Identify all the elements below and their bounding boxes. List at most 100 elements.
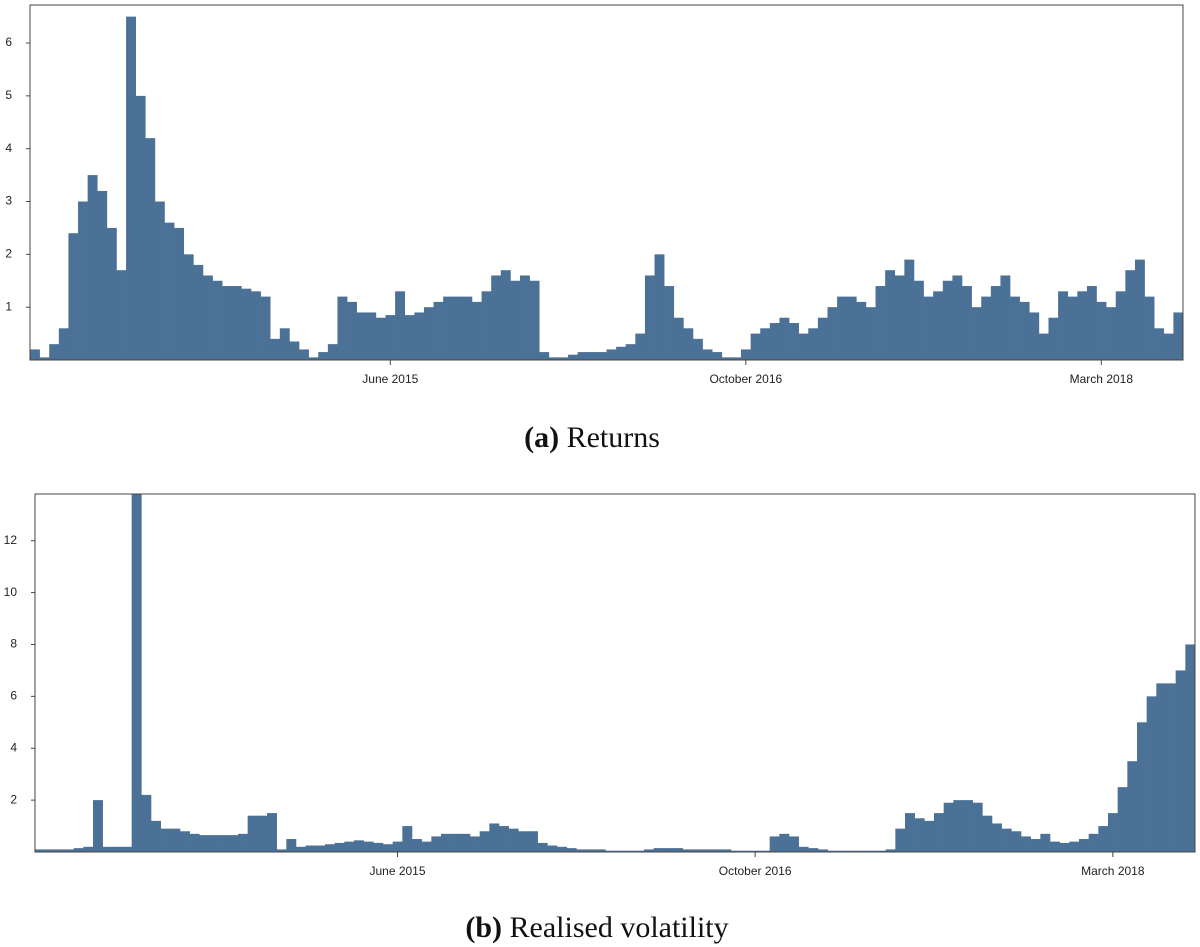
- bar: [963, 800, 973, 852]
- bar: [170, 828, 181, 852]
- bar: [808, 328, 819, 360]
- bar: [1117, 787, 1128, 852]
- bar: [798, 333, 809, 360]
- bar: [1166, 683, 1176, 852]
- bar: [116, 270, 127, 360]
- bar: [520, 275, 530, 360]
- bar: [760, 850, 770, 852]
- bar: [547, 845, 558, 852]
- bar: [238, 833, 248, 852]
- bar: [731, 357, 742, 360]
- bar: [1021, 836, 1031, 852]
- bar: [39, 357, 50, 360]
- bar: [702, 349, 713, 360]
- x-tick-label: June 2015: [362, 372, 418, 386]
- bar: [402, 826, 413, 852]
- bar: [499, 826, 509, 852]
- bar: [395, 291, 406, 360]
- bar: [837, 850, 848, 852]
- bar: [596, 352, 607, 360]
- bar: [750, 333, 761, 360]
- bar: [318, 352, 329, 360]
- panel-label: (a): [524, 421, 559, 454]
- bar: [267, 813, 277, 852]
- plot-frame: [34, 493, 1196, 853]
- bar: [750, 850, 761, 852]
- bar: [644, 849, 654, 852]
- bar: [375, 317, 386, 360]
- bar: [431, 836, 442, 852]
- bar: [885, 849, 896, 852]
- bar: [962, 286, 972, 360]
- bar: [885, 270, 896, 360]
- y-tick-label: 4: [5, 141, 12, 155]
- bar: [325, 844, 335, 852]
- bar: [404, 315, 415, 360]
- bar: [1038, 333, 1049, 360]
- plot-frame: [29, 4, 1184, 361]
- bar: [1067, 296, 1078, 360]
- bar: [141, 794, 152, 852]
- bar: [337, 296, 348, 360]
- bar: [721, 849, 732, 852]
- y-tick-label: 6: [5, 35, 12, 49]
- x-tick-label: October 2016: [719, 864, 792, 878]
- bar: [924, 820, 935, 852]
- bar: [73, 848, 84, 852]
- bar: [566, 848, 577, 852]
- y-tick-label: 8: [10, 637, 17, 651]
- bar: [837, 296, 848, 360]
- bar: [231, 286, 242, 360]
- bar: [615, 850, 625, 852]
- bar: [373, 842, 384, 852]
- bar: [866, 850, 877, 852]
- bar: [731, 850, 741, 852]
- bar: [174, 227, 185, 360]
- bar: [740, 850, 751, 852]
- bar: [1173, 312, 1184, 360]
- bar: [769, 323, 780, 360]
- bar: [308, 357, 319, 360]
- bar: [296, 846, 306, 852]
- bar: [164, 222, 175, 360]
- bar: [247, 815, 258, 852]
- bar: [344, 841, 355, 852]
- bar: [942, 280, 953, 360]
- y-tick-label: 10: [4, 585, 18, 599]
- bar: [576, 849, 587, 852]
- bar: [972, 802, 983, 852]
- bar: [193, 264, 204, 360]
- bar: [846, 296, 857, 360]
- bar: [1088, 833, 1099, 852]
- bar: [789, 323, 799, 360]
- bar: [276, 849, 287, 852]
- bar: [510, 280, 521, 360]
- bar: [93, 800, 103, 852]
- caption-a: (a) Returns: [524, 421, 660, 454]
- bar: [83, 846, 94, 852]
- bar: [1125, 270, 1136, 360]
- bar: [508, 828, 519, 852]
- y-tick-label: 5: [5, 88, 12, 102]
- bar: [1010, 296, 1020, 360]
- bar: [49, 344, 60, 360]
- bar: [228, 835, 239, 852]
- bar: [1069, 841, 1080, 852]
- bar: [982, 815, 993, 852]
- bar: [1144, 296, 1155, 360]
- bar: [1146, 696, 1157, 852]
- bar: [356, 312, 367, 360]
- bar: [616, 346, 627, 360]
- bar: [528, 831, 538, 852]
- bar: [624, 850, 635, 852]
- bar: [876, 850, 886, 852]
- bar: [412, 839, 422, 852]
- bar: [653, 848, 664, 852]
- bar: [992, 823, 1002, 852]
- bar: [257, 815, 268, 852]
- bar: [548, 357, 559, 360]
- bar: [1030, 839, 1041, 852]
- y-tick-label: 2: [10, 792, 17, 806]
- bar: [1058, 291, 1068, 360]
